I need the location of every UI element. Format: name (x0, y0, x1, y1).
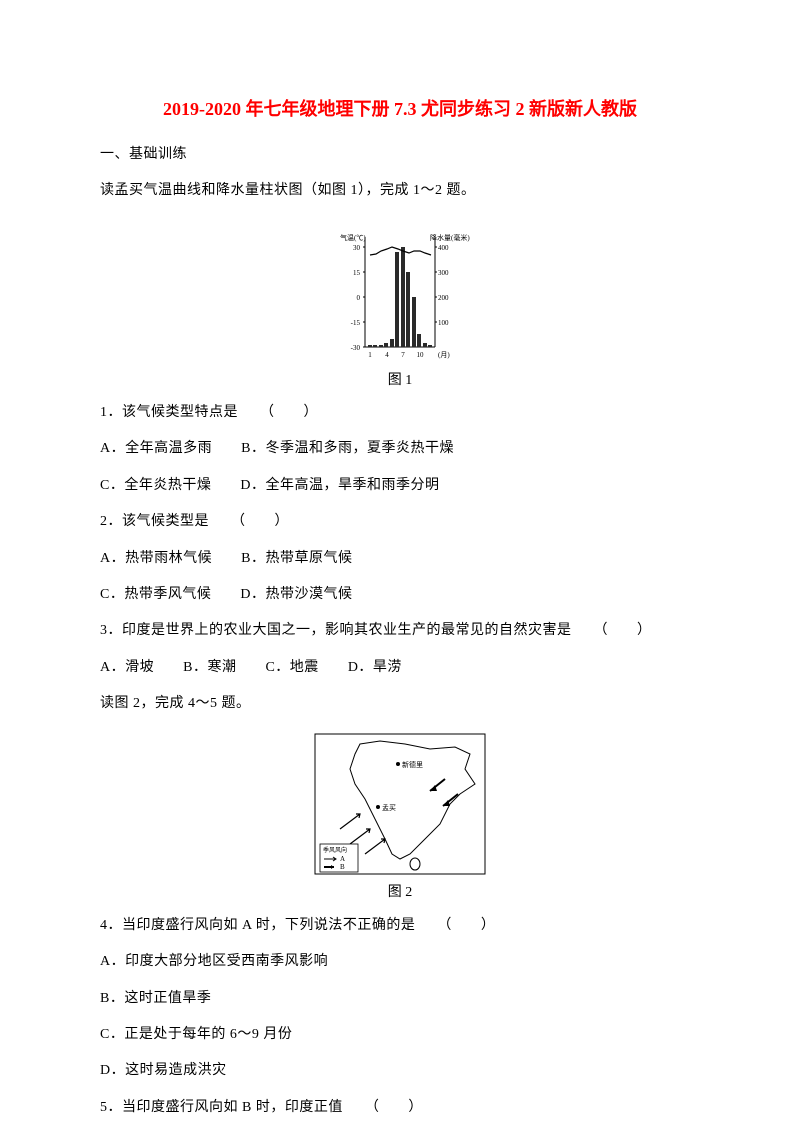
svg-text:新德里: 新德里 (402, 760, 423, 769)
figure-2-caption: 图 2 (310, 882, 490, 904)
q4-stem: 4．当印度盛行风向如 A 时，下列说法不正确的是 （ ） (100, 915, 700, 937)
page-title: 2019-2020 年七年级地理下册 7.3 尤同步练习 2 新版新人教版 (100, 95, 700, 124)
svg-text:1: 1 (368, 351, 372, 359)
svg-text:气温(℃): 气温(℃) (340, 233, 366, 242)
figure-1-container: 30 15 0 -15 -30 400 300 200 100 气温(℃) 降水… (100, 217, 700, 392)
q4-opt-a: A．印度大部分地区受西南季风影响 (100, 951, 700, 973)
q4-opt-c: C．正是处于每年的 6～9 月份 (100, 1024, 700, 1046)
svg-text:0: 0 (357, 294, 361, 302)
svg-text:30: 30 (353, 244, 361, 252)
q1-stem: 1．该气候类型特点是 （ ） (100, 402, 700, 424)
q2-opt-b: B．热带草原气候 (241, 551, 352, 566)
q1-options-row2: C．全年炎热干燥 D．全年高温，旱季和雨季分明 (100, 475, 700, 497)
q4-opt-b: B．这时正值旱季 (100, 988, 700, 1010)
svg-text:100: 100 (438, 319, 449, 327)
svg-text:降水量(毫米): 降水量(毫米) (430, 233, 470, 242)
svg-text:-30: -30 (351, 344, 361, 352)
svg-text:B: B (340, 863, 345, 871)
q1-opt-c: C．全年炎热干燥 (100, 478, 211, 493)
q2-options-row1: A．热带雨林气候 B．热带草原气候 (100, 548, 700, 570)
q3-options: A．滑坡 B．寒潮 C．地震 D．旱涝 (100, 657, 700, 679)
q2-opt-d: D．热带沙漠气候 (240, 587, 352, 602)
svg-text:季风风向: 季风风向 (323, 846, 347, 854)
q3-stem: 3．印度是世界上的农业大国之一，影响其农业生产的最常见的自然灾害是 （ ） (100, 620, 700, 642)
q2-opt-c: C．热带季风气候 (100, 587, 211, 602)
svg-text:A: A (340, 855, 345, 863)
q5-stem: 5．当印度盛行风向如 B 时，印度正值 （ ） (100, 1097, 700, 1119)
svg-text:4: 4 (385, 351, 389, 359)
section-heading: 一、基础训练 (100, 144, 700, 166)
q1-opt-d: D．全年高温，旱季和雨季分明 (240, 478, 439, 493)
intro-text-2: 读图 2，完成 4～5 题。 (100, 693, 700, 715)
q3-opt-c: C．地震 (265, 660, 318, 675)
svg-text:-15: -15 (351, 319, 361, 327)
india-map: 新德里 孟买 季风风向 A B (310, 729, 490, 879)
q4-opt-d: D．这时易造成洪灾 (100, 1060, 700, 1082)
svg-text:孟买: 孟买 (382, 803, 396, 812)
q2-stem: 2．该气候类型是 （ ） (100, 511, 700, 533)
q1-options-row1: A．全年高温多雨 B．冬季温和多雨，夏季炎热干燥 (100, 438, 700, 460)
figure-2-container: 新德里 孟买 季风风向 A B 图 (100, 729, 700, 904)
q3-opt-d: D．旱涝 (348, 660, 402, 675)
q3-opt-a: A．滑坡 (100, 660, 154, 675)
climate-chart: 30 15 0 -15 -30 400 300 200 100 气温(℃) 降水… (330, 217, 470, 367)
q1-opt-a: A．全年高温多雨 (100, 441, 212, 456)
figure-1-caption: 图 1 (330, 370, 470, 392)
svg-text:400: 400 (438, 244, 449, 252)
svg-text:7: 7 (401, 351, 405, 359)
q3-opt-b: B．寒潮 (183, 660, 236, 675)
q2-options-row2: C．热带季风气候 D．热带沙漠气候 (100, 584, 700, 606)
q1-opt-b: B．冬季温和多雨，夏季炎热干燥 (241, 441, 454, 456)
svg-text:300: 300 (438, 269, 449, 277)
svg-text:200: 200 (438, 294, 449, 302)
svg-text:15: 15 (353, 269, 361, 277)
q2-opt-a: A．热带雨林气候 (100, 551, 212, 566)
svg-text:(月): (月) (438, 351, 450, 359)
svg-text:10: 10 (417, 351, 425, 359)
intro-text-1: 读孟买气温曲线和降水量柱状图（如图 1），完成 1～2 题。 (100, 180, 700, 202)
